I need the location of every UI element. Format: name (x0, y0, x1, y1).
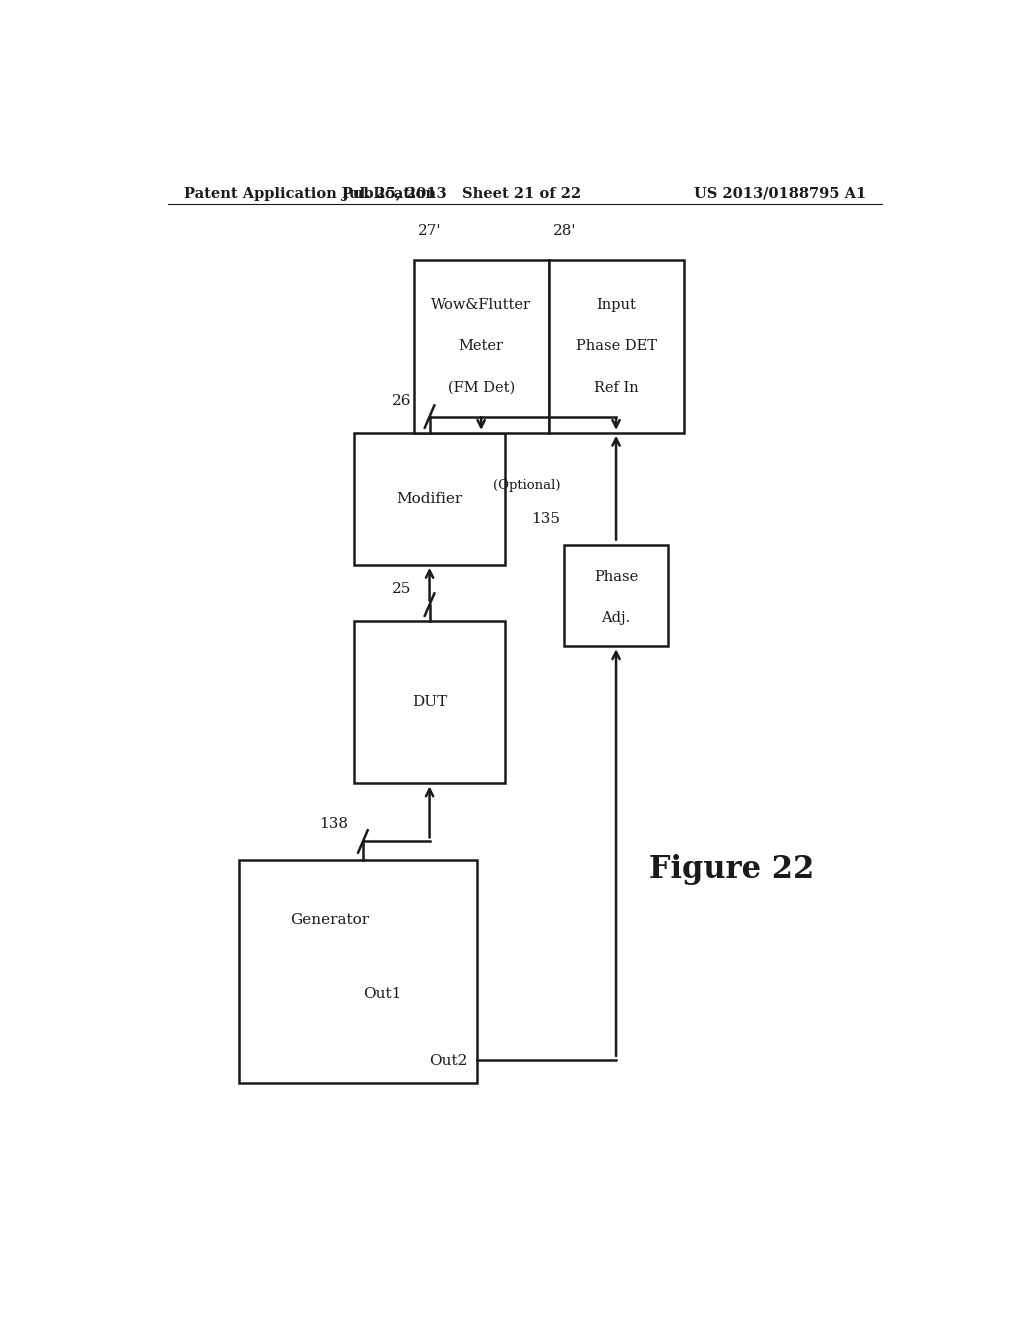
Text: 135: 135 (531, 512, 560, 527)
Text: Figure 22: Figure 22 (648, 854, 814, 886)
Text: Adj.: Adj. (601, 611, 631, 624)
Text: (Optional): (Optional) (493, 479, 560, 492)
FancyBboxPatch shape (240, 859, 477, 1084)
Text: Modifier: Modifier (396, 492, 463, 506)
FancyBboxPatch shape (549, 260, 684, 433)
FancyBboxPatch shape (564, 545, 668, 647)
FancyBboxPatch shape (354, 433, 505, 565)
Text: Patent Application Publication: Patent Application Publication (183, 187, 435, 201)
Text: 138: 138 (319, 817, 348, 832)
Text: Meter: Meter (459, 339, 504, 354)
Text: Phase: Phase (594, 570, 638, 585)
Text: Generator: Generator (290, 913, 369, 927)
Text: 26: 26 (391, 395, 411, 408)
Text: Wow&Flutter: Wow&Flutter (431, 298, 531, 312)
Text: Out2: Out2 (429, 1053, 468, 1068)
Text: Ref In: Ref In (594, 381, 638, 395)
Text: 28': 28' (553, 223, 577, 238)
Text: Phase DET: Phase DET (575, 339, 656, 354)
Text: 25: 25 (391, 582, 411, 597)
Text: (FM Det): (FM Det) (447, 381, 515, 395)
Text: Out1: Out1 (362, 987, 401, 1001)
FancyBboxPatch shape (354, 620, 505, 784)
Text: DUT: DUT (412, 696, 447, 709)
Text: Input: Input (596, 298, 636, 312)
FancyBboxPatch shape (414, 260, 549, 433)
Text: 27': 27' (418, 223, 441, 238)
Text: Jul. 25, 2013   Sheet 21 of 22: Jul. 25, 2013 Sheet 21 of 22 (342, 187, 581, 201)
Text: US 2013/0188795 A1: US 2013/0188795 A1 (694, 187, 866, 201)
